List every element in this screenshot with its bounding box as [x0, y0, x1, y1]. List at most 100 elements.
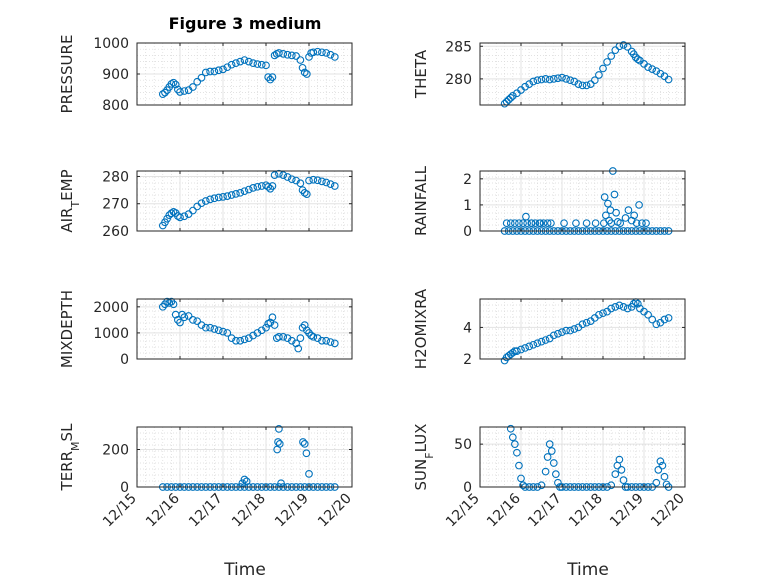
data-point: [280, 334, 287, 341]
y-tick-label: 1000: [93, 36, 129, 52]
y-tick-label: 0: [463, 224, 472, 240]
x-tick-label: 12/20: [315, 491, 355, 531]
data-point: [620, 304, 627, 311]
y-tick-label: 0: [120, 480, 129, 496]
y-tick-label: 1: [463, 198, 472, 214]
x-tick-label: 12/17: [186, 491, 226, 531]
y-tick-label: 800: [102, 98, 129, 114]
data-point: [538, 482, 545, 489]
data-point: [233, 60, 240, 67]
y-tick-label: 50: [454, 437, 472, 453]
data-point: [620, 477, 627, 484]
subplot-8: 12/15 12/16 12/17 12/18 12/19 12/20 0 50 SUNFLUX: [412, 424, 688, 531]
x-tick-label: 12/15: [443, 491, 483, 531]
x-tick-label: 12/16: [484, 490, 524, 530]
x-tick-label: 12/20: [648, 491, 688, 531]
data-point: [649, 66, 656, 73]
data-point: [190, 317, 197, 324]
figure: Figure 3 medium 8009001000PRESSURE 280285…: [0, 0, 778, 583]
data-point: [514, 449, 521, 456]
data-point: [538, 338, 545, 345]
y-axis-label: H2OMIXRA: [412, 288, 430, 369]
data-point: [530, 341, 537, 348]
data-point: [612, 471, 619, 478]
data-point: [625, 207, 632, 214]
y-tick-label: 2000: [93, 300, 129, 316]
data-point: [653, 479, 660, 486]
data-point: [596, 72, 603, 79]
y-axis-label: SUNFLUX: [412, 424, 436, 491]
data-point: [553, 471, 560, 478]
axes-box: [137, 171, 352, 231]
data-point: [573, 220, 580, 227]
y-tick-label: 280: [102, 169, 129, 185]
y-tick-label: 285: [445, 39, 472, 55]
y-axis-label: THETA: [412, 49, 430, 99]
y-tick-label: 2: [463, 172, 472, 188]
x-tick-label: 12/16: [143, 490, 183, 530]
subplot-1: 800 900 1000 PRESSURE: [58, 35, 352, 114]
data-point: [327, 339, 334, 346]
data-point: [207, 196, 214, 203]
y-tick-label: 1000: [93, 326, 129, 342]
data-point: [653, 321, 660, 328]
x-axis-label-right: Time: [566, 560, 609, 580]
y-tick-label: 0: [120, 352, 129, 368]
y-tick-label: 4: [463, 320, 472, 336]
y-tick-label: 200: [102, 443, 129, 459]
y-axis-label: AIRTEMP: [58, 169, 82, 232]
data-point: [241, 336, 248, 343]
y-axis-label: RAINFALL: [412, 165, 430, 236]
data-point: [276, 441, 283, 448]
x-tick-label: 12/19: [607, 491, 647, 531]
subplot-5: 010002000MIXDEPTH: [58, 290, 352, 368]
subplot-2: 280 285 THETA: [412, 39, 685, 107]
data-point: [611, 191, 618, 198]
axes-box: [137, 299, 352, 359]
figure-title: Figure 3 medium: [169, 14, 322, 33]
data-point: [319, 178, 326, 185]
data-point: [224, 193, 231, 200]
data-point: [601, 194, 608, 201]
data-point: [310, 334, 317, 341]
data-point: [507, 425, 514, 432]
y-axis-label: PRESSURE: [58, 35, 76, 114]
data-point: [542, 337, 549, 344]
data-point: [661, 473, 668, 480]
axes-box: [137, 427, 352, 487]
data-point: [185, 313, 192, 320]
y-tick-label: 280: [445, 72, 472, 88]
x-tick-label: 12/17: [525, 491, 565, 531]
data-point: [207, 324, 214, 331]
data-point: [301, 441, 308, 448]
y-tick-label: 0: [463, 480, 472, 496]
subplot-7: 12/15 12/16 12/17 12/18 12/19 12/200200TERRMS…: [58, 423, 355, 530]
subplot-4: 0 1 2 RAINFALL: [412, 165, 685, 240]
data-point: [522, 345, 529, 352]
data-point: [275, 439, 282, 446]
y-tick-label: 260: [102, 224, 129, 240]
subplot-3: 260 270 280 AIRTEMP: [58, 169, 352, 240]
y-tick-label: 270: [102, 197, 129, 213]
data-point: [612, 47, 619, 54]
data-point: [233, 191, 240, 198]
x-tick-label: 12/18: [229, 491, 269, 531]
data-point: [555, 330, 562, 337]
data-point: [608, 482, 615, 489]
data-point: [241, 57, 248, 64]
data-point: [190, 207, 197, 214]
data-point: [612, 304, 619, 311]
data-point: [297, 57, 304, 64]
y-tick-label: 2: [463, 352, 472, 368]
data-point: [587, 81, 594, 88]
x-tick-label: 12/18: [566, 491, 606, 531]
data-point: [250, 185, 257, 192]
data-point: [622, 215, 629, 222]
x-tick-label: 12/19: [272, 491, 312, 531]
data-point: [605, 200, 612, 207]
y-tick-label: 900: [102, 67, 129, 83]
data-point: [241, 188, 248, 195]
x-tick-label: 12/15: [100, 491, 140, 531]
data-point: [592, 220, 599, 227]
subplot-6: 2 4 H2OMIXRA: [412, 288, 685, 369]
